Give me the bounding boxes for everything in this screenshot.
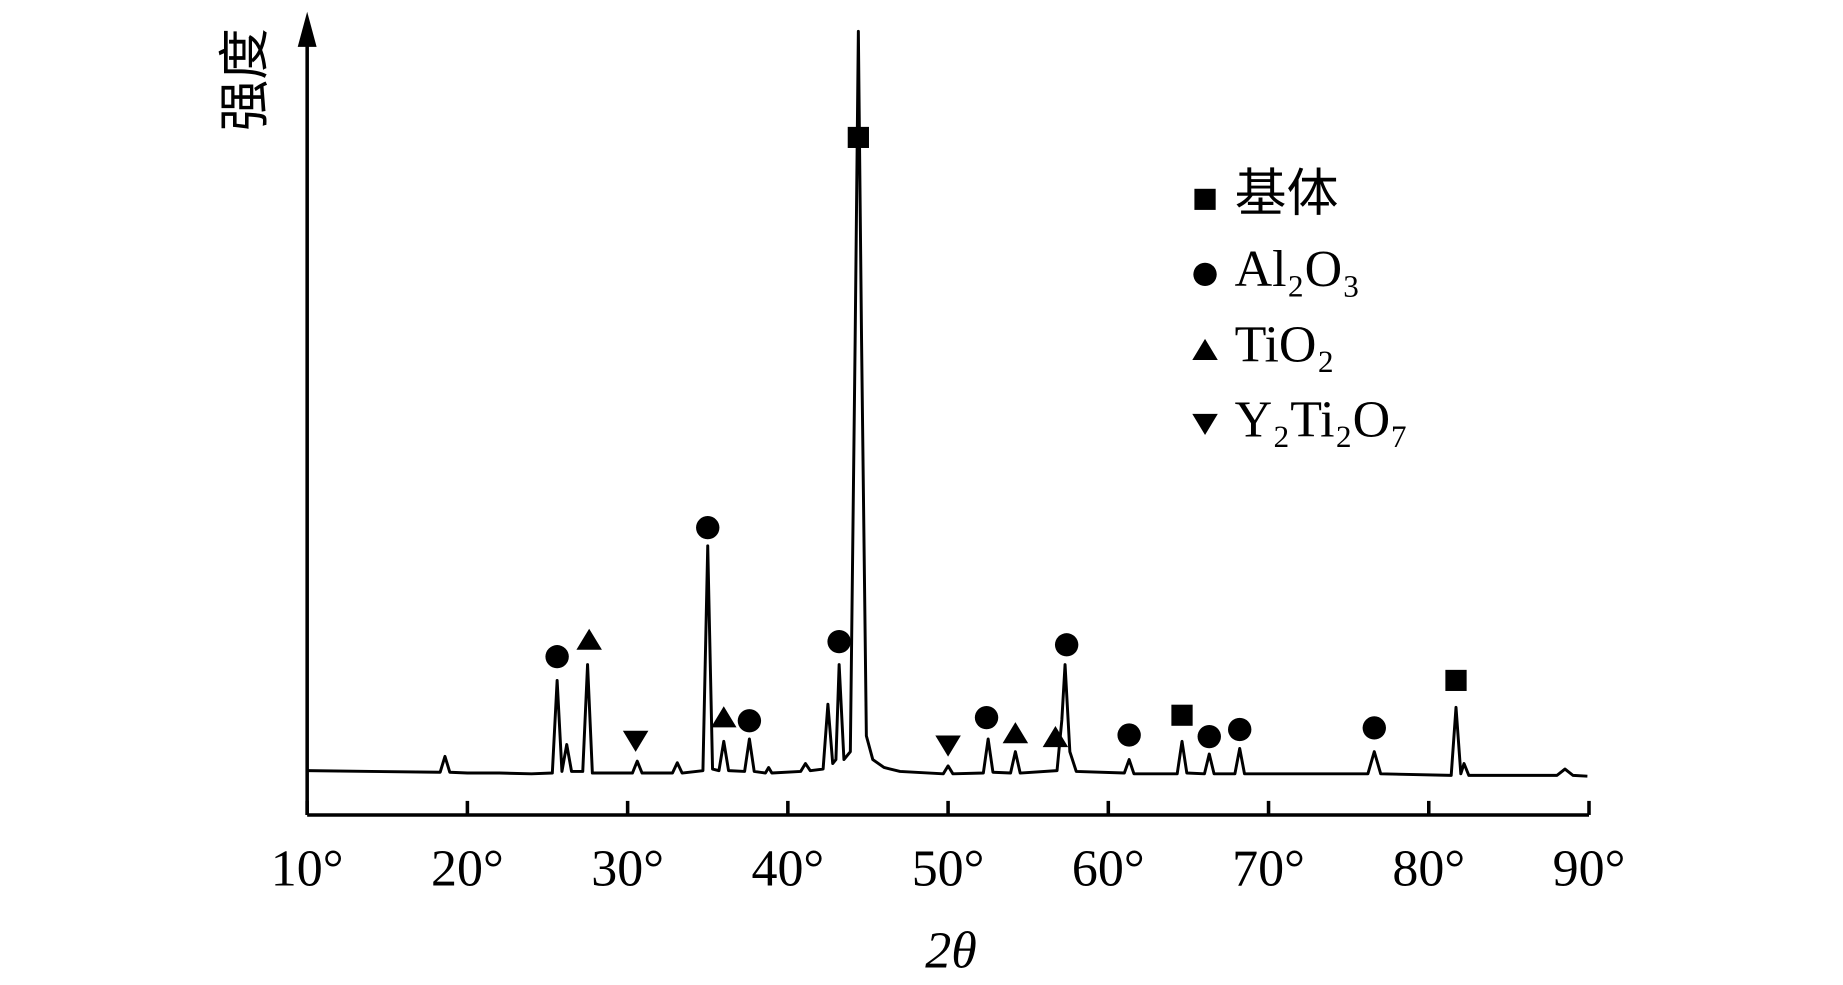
phase-marker xyxy=(1171,704,1193,726)
y-axis-label: 强度 xyxy=(217,28,274,131)
phase-marker xyxy=(1002,722,1029,744)
phase-marker xyxy=(1228,717,1252,742)
x-tick-label: 10° xyxy=(271,841,344,898)
xrd-line xyxy=(307,29,1588,778)
legend-marker xyxy=(1193,262,1217,287)
x-tick-label: 60° xyxy=(1072,841,1145,898)
phase-marker xyxy=(737,709,762,733)
x-tick-label: 80° xyxy=(1392,841,1465,898)
phase-marker xyxy=(622,730,649,752)
phase-marker xyxy=(576,628,602,650)
phase-marker xyxy=(827,630,851,654)
phase-marker xyxy=(1042,726,1069,748)
phase-marker xyxy=(696,516,720,540)
legend-marker xyxy=(1192,338,1218,360)
phase-marker xyxy=(1054,633,1079,657)
x-tick-label: 20° xyxy=(431,841,504,898)
legend-label: TiO₂ xyxy=(1235,316,1335,373)
phase-marker xyxy=(1117,723,1141,747)
phase-marker xyxy=(847,126,869,148)
x-tick-label: 30° xyxy=(591,841,664,898)
legend-label: Al₂O₃ xyxy=(1235,241,1361,298)
phase-marker xyxy=(974,706,999,730)
phase-marker xyxy=(711,706,737,728)
y-axis-arrow xyxy=(297,11,317,47)
x-axis-label: 2θ xyxy=(925,923,977,980)
x-tick-label: 70° xyxy=(1232,841,1305,898)
legend-marker xyxy=(1192,413,1218,436)
legend-label: 基体 xyxy=(1235,166,1339,223)
legend-marker xyxy=(1194,188,1216,210)
x-tick-label: 40° xyxy=(751,841,824,898)
phase-marker xyxy=(1362,716,1386,740)
x-tick-label: 90° xyxy=(1553,841,1626,898)
x-tick-label: 50° xyxy=(912,841,985,898)
phase-marker xyxy=(545,645,569,669)
phase-marker xyxy=(1445,669,1467,691)
phase-marker xyxy=(1197,725,1221,749)
legend-label: Y₂Ti₂O₇ xyxy=(1235,392,1409,449)
phase-marker xyxy=(935,735,961,757)
